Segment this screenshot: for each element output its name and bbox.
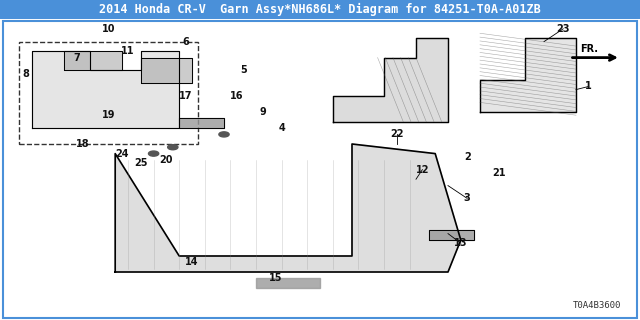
FancyBboxPatch shape — [0, 0, 640, 19]
Text: 18: 18 — [76, 139, 90, 149]
Text: 22: 22 — [390, 129, 404, 140]
Polygon shape — [179, 118, 224, 128]
Text: 6: 6 — [182, 36, 189, 47]
Text: 2014 Honda CR-V  Garn Assy*NH686L* Diagram for 84251-T0A-A01ZB: 2014 Honda CR-V Garn Assy*NH686L* Diagra… — [99, 3, 541, 16]
Text: 1: 1 — [586, 81, 592, 92]
Text: 5: 5 — [240, 65, 246, 76]
Polygon shape — [115, 144, 461, 272]
Polygon shape — [141, 58, 192, 83]
Text: 4: 4 — [278, 123, 285, 133]
Text: 19: 19 — [102, 110, 116, 120]
Text: T0A4B3600: T0A4B3600 — [572, 301, 621, 310]
Text: 20: 20 — [159, 155, 173, 165]
Polygon shape — [64, 51, 122, 70]
Bar — [19, 42, 198, 144]
Polygon shape — [256, 278, 320, 288]
Text: 25: 25 — [134, 158, 148, 168]
Text: 23: 23 — [556, 24, 570, 34]
Text: 12: 12 — [415, 164, 429, 175]
Text: 7: 7 — [74, 52, 80, 63]
Polygon shape — [480, 38, 576, 112]
Polygon shape — [333, 38, 448, 122]
Text: 21: 21 — [492, 168, 506, 178]
Text: 17: 17 — [179, 91, 193, 101]
Circle shape — [219, 132, 229, 137]
Text: 2: 2 — [464, 152, 470, 162]
Text: 16: 16 — [230, 91, 244, 101]
Text: 8: 8 — [22, 68, 29, 79]
Text: 24: 24 — [115, 148, 129, 159]
Polygon shape — [429, 230, 474, 240]
Text: 11: 11 — [121, 46, 135, 56]
Circle shape — [148, 151, 159, 156]
Text: FR.: FR. — [580, 44, 598, 54]
Text: 14: 14 — [185, 257, 199, 268]
Text: 15: 15 — [268, 273, 282, 284]
Text: 13: 13 — [454, 238, 468, 248]
Text: 10: 10 — [102, 24, 116, 34]
Polygon shape — [32, 51, 179, 128]
Text: 3: 3 — [464, 193, 470, 204]
Text: 9: 9 — [259, 107, 266, 117]
Circle shape — [168, 145, 178, 150]
